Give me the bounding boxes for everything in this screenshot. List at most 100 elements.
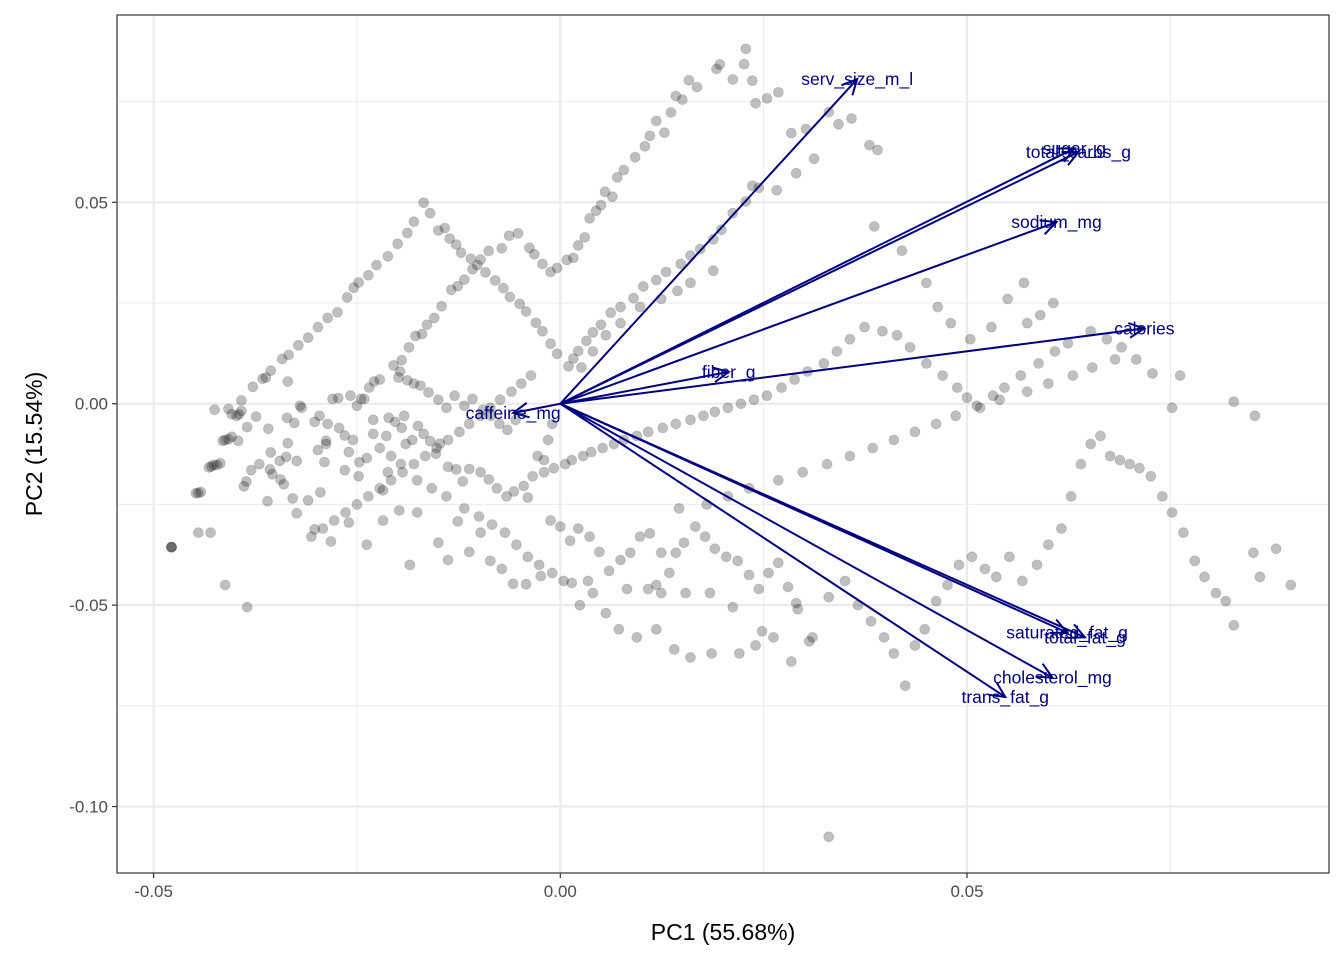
score-point bbox=[309, 416, 321, 428]
score-point bbox=[467, 263, 478, 275]
score-point bbox=[942, 579, 953, 591]
score-point bbox=[761, 92, 773, 104]
y-tick-label: -0.10 bbox=[69, 798, 108, 817]
score-point bbox=[217, 435, 229, 447]
score-point bbox=[920, 358, 932, 369]
score-point bbox=[240, 476, 252, 487]
score-point bbox=[353, 470, 364, 482]
score-point bbox=[650, 579, 662, 591]
score-point bbox=[282, 437, 294, 449]
score-point bbox=[823, 106, 835, 118]
score-point bbox=[166, 541, 177, 553]
score-point bbox=[436, 300, 447, 312]
score-point bbox=[803, 635, 815, 647]
score-point bbox=[266, 468, 278, 480]
score-point bbox=[572, 240, 584, 251]
loading-arrow-total_carbs_g bbox=[559, 151, 1079, 405]
score-point bbox=[522, 551, 534, 563]
score-point bbox=[771, 184, 783, 196]
score-point bbox=[278, 478, 290, 490]
score-point bbox=[333, 422, 345, 434]
score-point bbox=[689, 521, 701, 532]
score-point bbox=[790, 597, 802, 609]
score-point bbox=[475, 466, 487, 478]
score-point bbox=[768, 631, 779, 643]
score-point bbox=[932, 301, 944, 313]
y-axis-title: PC2 (15.54%) bbox=[21, 372, 47, 516]
score-point bbox=[964, 333, 976, 345]
score-point bbox=[302, 332, 314, 344]
loading-arrowhead-cholesterol_mg bbox=[1035, 663, 1055, 679]
score-point bbox=[763, 567, 774, 579]
score-point bbox=[668, 644, 680, 655]
score-point bbox=[538, 454, 550, 466]
score-point bbox=[408, 216, 420, 228]
score-point bbox=[1247, 547, 1259, 559]
score-point bbox=[214, 457, 226, 469]
score-point bbox=[655, 547, 667, 559]
score-point bbox=[475, 410, 487, 422]
score-point bbox=[1062, 337, 1074, 349]
score-point bbox=[465, 253, 477, 265]
loading-arrowhead-serv_size_m_l bbox=[841, 77, 859, 96]
score-point bbox=[411, 474, 423, 486]
score-point bbox=[426, 482, 438, 494]
score-point bbox=[351, 499, 363, 510]
score-point bbox=[363, 382, 375, 394]
score-point bbox=[867, 442, 879, 454]
score-point bbox=[419, 450, 431, 462]
score-point bbox=[484, 555, 496, 567]
score-point bbox=[593, 546, 605, 558]
score-point bbox=[292, 339, 304, 351]
score-point bbox=[211, 459, 223, 471]
score-point bbox=[566, 577, 578, 589]
score-point bbox=[600, 607, 612, 619]
score-point bbox=[542, 434, 554, 446]
score-point bbox=[398, 410, 410, 422]
score-point bbox=[393, 372, 404, 383]
score-point bbox=[347, 434, 359, 446]
score-point bbox=[205, 461, 217, 472]
score-point bbox=[280, 451, 292, 463]
loading-arrow-cholesterol_mg bbox=[559, 402, 1053, 679]
score-point bbox=[1228, 619, 1240, 631]
score-point bbox=[319, 456, 330, 468]
score-point bbox=[314, 410, 325, 422]
score-point bbox=[606, 191, 618, 203]
score-point bbox=[343, 446, 355, 458]
score-point bbox=[442, 461, 454, 473]
score-point bbox=[441, 402, 452, 414]
score-point bbox=[1270, 543, 1282, 555]
score-point bbox=[1034, 309, 1046, 321]
score-point bbox=[1109, 354, 1121, 365]
score-point bbox=[772, 474, 784, 486]
score-point bbox=[497, 282, 509, 294]
score-point bbox=[979, 563, 991, 575]
score-point bbox=[1166, 507, 1178, 518]
score-point bbox=[572, 523, 584, 534]
score-point bbox=[463, 546, 475, 558]
score-point bbox=[458, 274, 470, 286]
score-point bbox=[444, 233, 456, 244]
score-point bbox=[733, 648, 745, 659]
score-point bbox=[496, 563, 508, 575]
score-point bbox=[920, 277, 932, 289]
score-point bbox=[454, 426, 465, 438]
score-point bbox=[432, 537, 444, 549]
score-point bbox=[442, 434, 454, 446]
score-point bbox=[683, 74, 695, 86]
score-point bbox=[302, 494, 314, 506]
loading-label-calories: calories bbox=[1114, 318, 1175, 338]
score-point bbox=[665, 107, 677, 118]
score-point bbox=[772, 86, 784, 98]
score-point bbox=[475, 254, 487, 265]
score-point bbox=[418, 428, 430, 440]
score-point bbox=[735, 398, 747, 410]
score-point bbox=[634, 531, 646, 543]
score-point bbox=[395, 458, 407, 470]
score-point bbox=[663, 567, 675, 579]
score-point bbox=[328, 515, 340, 526]
score-point bbox=[657, 422, 669, 434]
score-point bbox=[698, 410, 709, 422]
score-point bbox=[424, 435, 436, 447]
